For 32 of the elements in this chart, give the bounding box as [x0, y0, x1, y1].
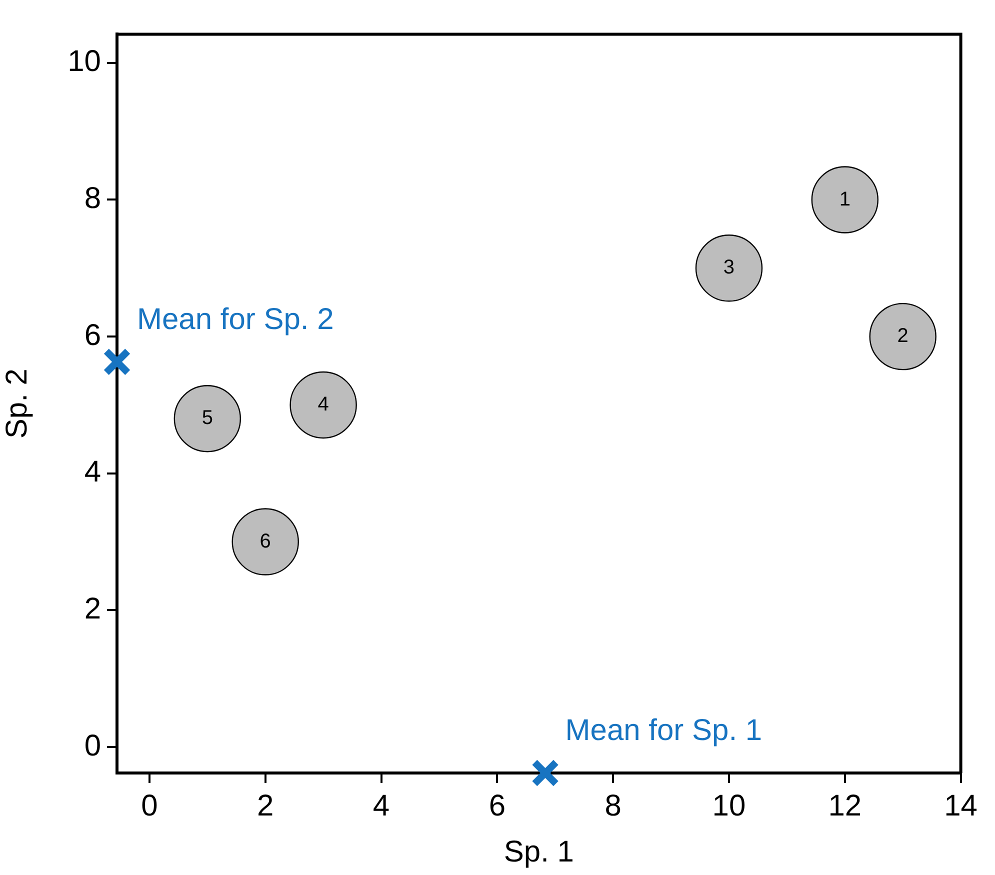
y-axis-title: Sp. 2: [0, 368, 34, 439]
series-label: 2: [897, 325, 908, 348]
y-tick-label: 2: [84, 592, 101, 626]
point: [811, 166, 878, 234]
point: [531, 758, 560, 788]
series-label: 1: [839, 188, 850, 210]
point: [102, 348, 132, 376]
point: [869, 302, 936, 370]
series-label: 5: [202, 407, 213, 430]
x-tick-label: 12: [828, 789, 862, 822]
x-tick-label: 8: [604, 789, 622, 822]
series-label: 4: [318, 393, 329, 416]
x-tick-label: 14: [944, 789, 978, 822]
y-tick-label: 0: [84, 729, 101, 762]
x-tick-label: 6: [488, 789, 506, 822]
y-tick-label: 4: [84, 456, 101, 489]
point: [232, 508, 299, 576]
x-tick-label: 4: [372, 789, 390, 822]
y-tick-label: 8: [84, 182, 101, 216]
y-tick-label: 10: [68, 45, 101, 78]
annotation: Mean for Sp. 2: [137, 302, 334, 336]
series-label: 6: [260, 530, 271, 552]
x-tick-label: 10: [712, 789, 746, 822]
x-tick-label: 0: [141, 789, 158, 822]
point: [174, 385, 242, 452]
series-label: 3: [723, 256, 735, 279]
annotation: Mean for Sp. 1: [565, 714, 762, 747]
x-axis-title: Sp. 1: [504, 835, 574, 868]
y-tick-label: 6: [84, 318, 101, 352]
point: [290, 371, 357, 439]
x-tick-label: 2: [257, 789, 274, 822]
point: [695, 234, 763, 302]
